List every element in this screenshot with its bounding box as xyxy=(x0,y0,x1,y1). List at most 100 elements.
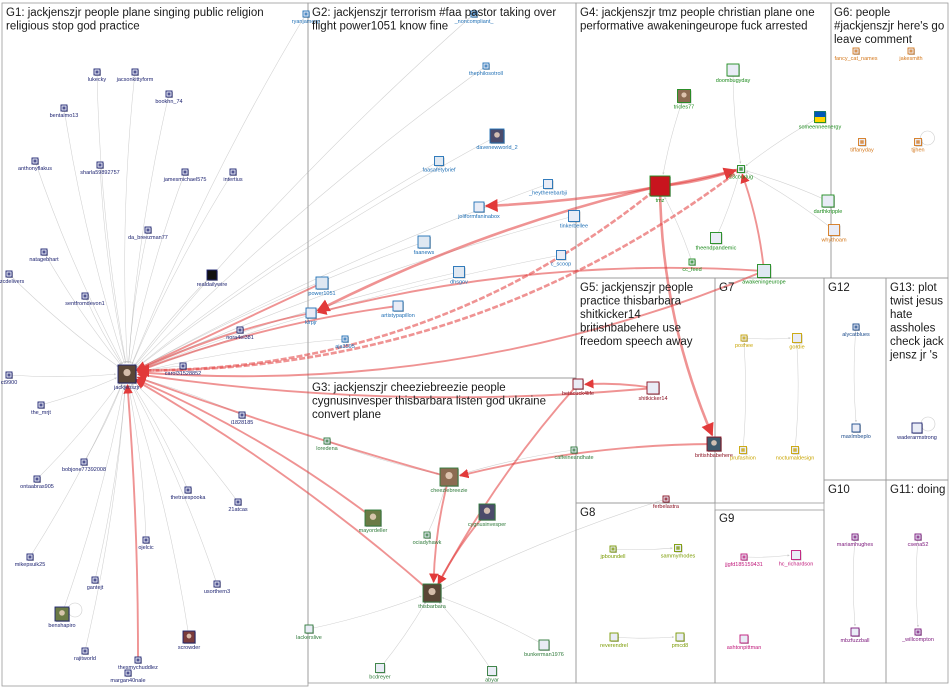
node-rajitworld[interactable]: rajitworld xyxy=(74,647,96,662)
node-ojelcic[interactable]: ojelcic xyxy=(138,536,154,551)
node-davenewworld_2[interactable]: davenewworld_2 xyxy=(476,128,518,151)
node-thephilosotroll[interactable]: thephilosotroll xyxy=(469,62,503,77)
node-gordie[interactable]: gordie xyxy=(789,333,805,351)
node-noncompliant[interactable]: _noncompliant_ xyxy=(454,10,495,25)
node-mikepsuik25[interactable]: mikepsuik25 xyxy=(15,553,46,568)
node-tjjhen[interactable]: tjjhen xyxy=(911,138,925,154)
node-someenneenergy[interactable]: someenneenergy xyxy=(799,111,842,131)
node-jacsonkittyform[interactable]: jacsonkittyform xyxy=(116,68,154,83)
edge-anthonyflakus-to-jackjenszjr xyxy=(34,160,123,365)
node-jamesmichael575[interactable]: jamesmichael575 xyxy=(163,168,207,183)
node-jackjenszjr[interactable]: jackjenszjr xyxy=(113,364,140,391)
node-tricles77[interactable]: tricles77 xyxy=(674,89,694,111)
node-i1828185[interactable]: i1828185 xyxy=(231,411,254,426)
node-margan40nale[interactable]: margan40nale xyxy=(110,669,146,684)
node-noctumaldesign[interactable]: noctumaldesign xyxy=(776,446,815,462)
node-sharla59892757[interactable]: sharla59892757 xyxy=(80,161,120,176)
node-theendpandemic[interactable]: theendpandemic xyxy=(696,232,737,252)
node-fancy_cat_names[interactable]: fancy_cat_names xyxy=(834,47,878,62)
node-ferbelastra[interactable]: ferbelastra xyxy=(653,495,680,510)
node-darthkripple[interactable]: darthkripple xyxy=(814,194,843,215)
edge-jacsonkittyform-to-jackjenszjr xyxy=(124,71,136,364)
node-caffeineandhate[interactable]: caffeineandhate xyxy=(554,446,594,461)
node-scrowder[interactable]: scrowder xyxy=(178,630,200,651)
node-maxlmbeplo[interactable]: maxlmbeplo xyxy=(841,423,871,440)
node-21atcas[interactable]: 21atcas xyxy=(228,498,248,513)
node-heytherebarbji[interactable]: _heytherebarbji xyxy=(528,179,567,197)
node-_willcompton[interactable]: _willcompton xyxy=(901,628,934,643)
node-thisbarbara[interactable]: thisbarbara xyxy=(418,583,447,610)
node-poshee[interactable]: poshee xyxy=(735,334,753,349)
node-hc_richardson[interactable]: hc_richardson xyxy=(779,550,814,568)
node-alycatblues[interactable]: alycatblues xyxy=(842,323,870,338)
node-shitkicker14[interactable]: shitkicker14 xyxy=(638,381,668,402)
node-sammyrhodes[interactable]: sammyrhodes xyxy=(661,544,696,560)
node-aja3595[interactable]: aja3595 xyxy=(335,335,355,350)
node-tinkerbellee[interactable]: tinkerbellee xyxy=(560,210,588,230)
node-ashtonpittman[interactable]: ashtonpittman xyxy=(727,634,762,651)
node-natagebhart[interactable]: natagebhart xyxy=(29,248,59,263)
node-thetruespooka[interactable]: thetruespooka xyxy=(171,486,207,501)
node-faanews[interactable]: faanews xyxy=(414,235,435,256)
node-ontaabras905[interactable]: ontaabras905 xyxy=(20,475,54,490)
node-whythoam[interactable]: whythoam xyxy=(820,224,847,244)
node-benshapiro[interactable]: benshapiro xyxy=(48,606,76,629)
node-jakesmith[interactable]: jakesmith xyxy=(898,47,923,62)
node-britishbabehere[interactable]: britishbabehere xyxy=(695,436,733,459)
node-prufashion[interactable]: prufashion xyxy=(730,446,756,462)
node-c_scoop[interactable]: c_scoop xyxy=(551,250,572,268)
node-bobjone77392008[interactable]: bobjone77392008 xyxy=(62,458,106,473)
node-mayordeller[interactable]: mayordeller xyxy=(359,509,388,534)
node-loredena[interactable]: loredena xyxy=(316,437,339,452)
node-bookhn_74[interactable]: bookhn_74 xyxy=(155,90,183,105)
node-usorthern3[interactable]: usorthern3 xyxy=(204,580,230,595)
node-cygnusinvesper[interactable]: cygnusinvesper xyxy=(468,503,506,528)
node-da_breezman77[interactable]: da_breezman77 xyxy=(128,226,168,241)
node-gantejt[interactable]: gantejt xyxy=(87,576,104,591)
node-csena52[interactable]: csena52 xyxy=(908,533,929,548)
node-klrpjr[interactable]: klrpjr xyxy=(305,307,317,326)
node-intertius[interactable]: intertius xyxy=(223,168,243,183)
node-cc_feed[interactable]: cc_feed xyxy=(682,258,702,273)
node-bentaimo13[interactable]: bentaimo13 xyxy=(50,104,79,119)
avatar-face xyxy=(681,92,687,98)
node-the_mrjt[interactable]: the_mrjt xyxy=(31,401,51,416)
node-23courlug[interactable]: 23courlug xyxy=(729,165,753,181)
node-abyar[interactable]: abyar xyxy=(485,666,499,684)
node-mbzfuzzball[interactable]: mbzfuzzball xyxy=(840,627,870,644)
node-thesmychuddlez[interactable]: thesmychuddlez xyxy=(118,656,158,671)
node-lukecky[interactable]: lukecky xyxy=(88,68,107,83)
node-bunkerman1976[interactable]: bunkerman1976 xyxy=(524,639,564,658)
node-tmz[interactable]: tmz xyxy=(649,175,671,204)
node-label: britishbabehere xyxy=(695,453,733,459)
node-artistypapillon[interactable]: artistypapillon xyxy=(381,300,415,319)
node-mariamhughes[interactable]: mariamhughes xyxy=(837,533,874,548)
node-power1051[interactable]: power1051 xyxy=(308,276,336,297)
node-cheeziebreezie[interactable]: cheeziebreezie xyxy=(431,467,468,494)
node-realdailywire[interactable]: realdailywire xyxy=(197,269,228,288)
node-dhsgov[interactable]: dhsgov xyxy=(450,266,468,286)
node-doombugyday[interactable]: doombugyday xyxy=(716,63,751,84)
node-jpboundell[interactable]: jpboundell xyxy=(599,545,626,560)
node-joliformfaninabox[interactable]: joliformfaninabox xyxy=(457,201,500,220)
node-anthonyflakus[interactable]: anthonyflakus xyxy=(18,157,52,172)
node-sentfromdevon1[interactable]: sentfromdevon1 xyxy=(65,292,105,307)
node-nora4el381[interactable]: nora4el381 xyxy=(226,326,254,341)
node-lackerslive[interactable]: lackerslive xyxy=(296,624,322,641)
node-faasafetybrief[interactable]: faasafetybrief xyxy=(422,156,456,174)
node-waderarmstrong[interactable]: waderarmstrong xyxy=(896,422,937,441)
node-reverendrel[interactable]: reverendrel xyxy=(600,632,628,649)
node-awakeningeurope[interactable]: awakeningeurope xyxy=(742,264,786,286)
node-ociadyhawk[interactable]: ociadyhawk xyxy=(413,531,442,546)
node-ryanjamesp[interactable]: ryanjamesp xyxy=(292,10,320,25)
node-betacuck4life[interactable]: betacuck4life xyxy=(562,378,594,397)
node-bcdreyer[interactable]: bcdreyer xyxy=(369,663,391,681)
avatar-glyph xyxy=(484,64,488,68)
node-ct9900[interactable]: ct9900 xyxy=(1,371,18,386)
edge-jamesmichael575-to-jackjenszjr xyxy=(129,171,186,364)
node-pmcd8[interactable]: pmcd8 xyxy=(672,632,689,649)
node-nazcdelivers[interactable]: nazcdelivers xyxy=(0,270,25,285)
node-jjgfd185159431[interactable]: jjgfd185159431 xyxy=(724,553,763,568)
node-tiffanyday[interactable]: tiffanyday xyxy=(850,138,874,154)
node-carol31528852[interactable]: carol31528852 xyxy=(165,362,201,377)
